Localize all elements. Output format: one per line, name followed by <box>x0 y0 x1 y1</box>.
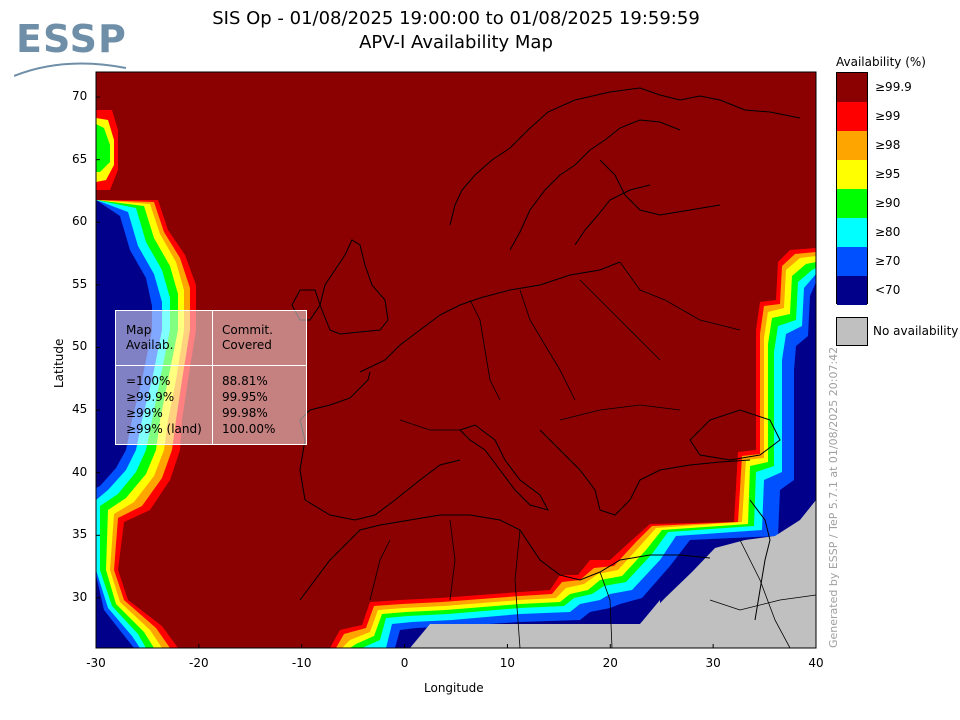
legend-label: <70 <box>875 283 901 297</box>
x-tick-label: 20 <box>602 656 618 670</box>
legend-label: ≥95 <box>875 167 901 181</box>
legend-swatch <box>837 247 867 276</box>
stats-row-value: 88.81% <box>222 374 268 388</box>
legend-colorbar <box>836 72 868 305</box>
legend-label: ≥80 <box>875 225 901 239</box>
legend-swatch <box>837 131 867 160</box>
legend-swatch <box>837 218 867 247</box>
coastlines <box>291 87 816 648</box>
x-tick-label: 10 <box>499 656 516 670</box>
stats-header-line: Covered <box>222 338 272 352</box>
legend-label: ≥99.9 <box>875 80 912 94</box>
x-tick-label: -30 <box>86 656 106 670</box>
x-tick-label: -10 <box>291 656 312 670</box>
map-title: SIS Op - 01/08/2025 19:00:00 to 01/08/20… <box>212 8 700 29</box>
stats-row-value: 99.98% <box>222 406 268 420</box>
x-tick-label: 0 <box>400 656 409 670</box>
y-tick-label: 70 <box>72 89 88 104</box>
map-subtitle: APV-I Availability Map <box>359 32 553 53</box>
y-axis-label: Latitude <box>52 338 66 388</box>
y-tick-label: 60 <box>72 214 88 229</box>
y-tick-label: 30 <box>72 589 88 604</box>
stats-header-line: Availab. <box>126 338 174 352</box>
x-tick-label: 30 <box>705 656 721 670</box>
stats-row-value: 99.95% <box>222 390 268 404</box>
legend-label: ≥90 <box>875 196 901 210</box>
legend-label: ≥70 <box>875 254 901 268</box>
y-tick-label: 50 <box>72 339 88 354</box>
coverage-band-northwest <box>96 110 118 190</box>
legend-swatch <box>837 102 867 131</box>
stats-row-value: 100.00% <box>222 422 276 436</box>
y-tick-label: 40 <box>72 464 88 479</box>
legend-swatch <box>837 73 867 102</box>
y-tick-label: 45 <box>72 402 88 417</box>
stats-header-map-availability: Map Availab. <box>126 323 173 353</box>
no-availability-south-strip <box>640 600 660 648</box>
y-tick-label: 55 <box>72 276 88 291</box>
stats-row-label: ≥99.9% <box>126 390 175 404</box>
stats-row-label: ≥99% <box>126 406 163 420</box>
coverage-stats-panel: Map Availab. Commit. Covered =100% ≥99.9… <box>115 310 307 445</box>
legend-label: ≥98 <box>875 138 901 152</box>
essp-logo: ESSP <box>14 17 127 77</box>
logo-text: ESSP <box>16 17 127 61</box>
x-axis-label: Longitude <box>424 681 484 695</box>
y-tick-label: 35 <box>72 527 88 542</box>
stats-row-label: =100% <box>126 374 171 388</box>
stats-labels: =100% ≥99.9% ≥99% ≥99% (land) <box>126 373 202 437</box>
stats-header-commit-covered: Commit. Covered <box>222 323 273 353</box>
legend-no-availability-swatch <box>836 317 868 346</box>
legend-swatch <box>837 189 867 218</box>
x-tick-label: -20 <box>189 656 209 670</box>
x-tick-label: 40 <box>808 656 824 670</box>
stats-row-label: ≥99% (land) <box>126 422 202 436</box>
legend-no-availability-label: No availability <box>873 324 959 338</box>
legend-swatch <box>837 276 867 305</box>
plot-frame <box>95 71 817 649</box>
legend-label: ≥99 <box>875 109 901 123</box>
no-availability-southeast-top <box>410 500 816 648</box>
legend-swatch <box>837 160 867 189</box>
stats-header-line: Map <box>126 323 152 337</box>
y-tick-label: 65 <box>72 151 88 166</box>
stats-header-line: Commit. <box>222 323 273 337</box>
stats-values: 88.81% 99.95% 99.98% 100.00% <box>222 373 275 437</box>
generated-by-note: Generated by ESSP / TeP 5.7.1 at 01/08/2… <box>827 346 840 648</box>
legend-title: Availability (%) <box>836 55 926 69</box>
